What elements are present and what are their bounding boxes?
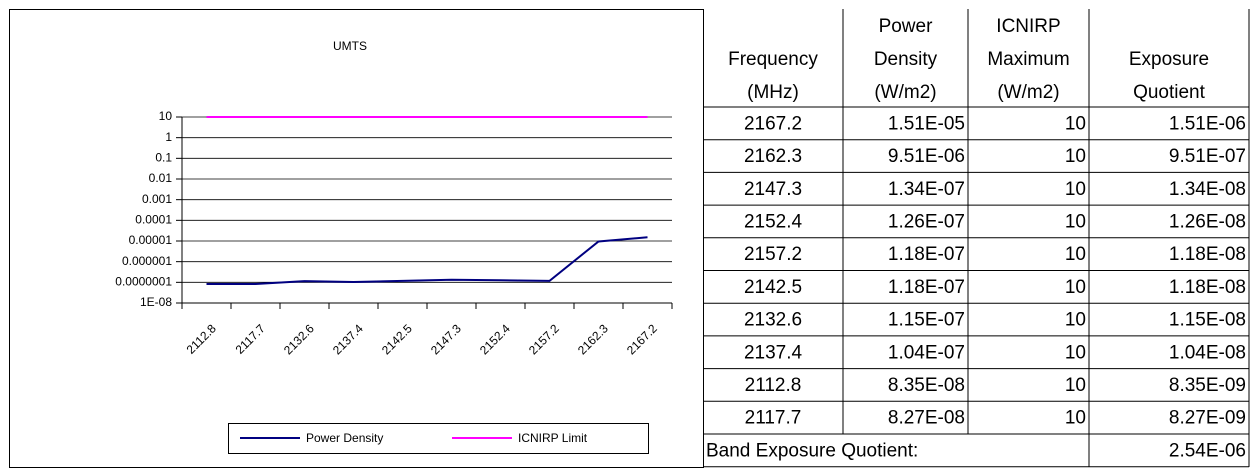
chart-frame: [9, 9, 704, 468]
header-cell: (MHz): [747, 82, 799, 103]
table-cell: 2142.5: [744, 277, 802, 298]
table-cell: 1.34E-08: [1169, 179, 1246, 200]
table-cell: 2162.3: [744, 146, 802, 167]
footer-label: Band Exposure Quotient:: [706, 440, 918, 461]
y-tick-label: 1: [165, 130, 172, 144]
header-cell: Density: [874, 49, 938, 70]
table-cell: 10: [1065, 244, 1086, 265]
table-cell: 2157.2: [744, 244, 802, 265]
table-cell: 9.51E-07: [1169, 146, 1246, 167]
header-cell: (W/m2): [874, 82, 936, 103]
table-cell: 10: [1065, 408, 1086, 429]
table-cell: 1.18E-07: [888, 244, 965, 265]
header-cell: (W/m2): [997, 82, 1059, 103]
data-line: [206, 236, 648, 286]
table-cell: 2167.2: [744, 113, 802, 134]
table-cell: 2117.7: [745, 408, 802, 429]
table-cell: 10: [1065, 277, 1086, 298]
table-cell: 2137.4: [744, 342, 803, 363]
table-cell: 1.18E-08: [1169, 244, 1246, 265]
y-tick-label: 0.1: [155, 151, 172, 165]
y-tick-label: 0.01: [149, 171, 173, 185]
y-tick-label: 0.000001: [122, 254, 172, 268]
table-cell: 1.26E-07: [888, 211, 965, 232]
y-tick-label: 0.00001: [129, 233, 173, 247]
table-cell: 2152.4: [744, 211, 803, 232]
table-cell: 2147.3: [744, 179, 802, 200]
header-cell: ICNIRP: [996, 16, 1060, 37]
table-cell: 10: [1065, 146, 1086, 167]
table-cell: 10: [1065, 310, 1086, 331]
table-cell: 10: [1065, 342, 1086, 363]
table-cell: 8.35E-08: [888, 375, 965, 396]
header-cell: Quotient: [1133, 82, 1206, 103]
y-tick-label: 0.0001: [135, 213, 172, 227]
table-cell: 1.04E-07: [888, 342, 965, 363]
table-cell: 1.51E-05: [888, 113, 965, 134]
y-tick-label: 0.0000001: [115, 275, 172, 289]
table-cell: 1.15E-08: [1169, 310, 1246, 331]
table-cell: 1.04E-08: [1169, 342, 1246, 363]
table-cell: 1.18E-07: [888, 277, 965, 298]
y-tick-label: 0.001: [142, 192, 172, 206]
header-cell: Frequency: [728, 49, 818, 70]
header-cell: Power: [879, 16, 934, 37]
table-cell: 10: [1065, 375, 1086, 396]
table-cell: 2132.6: [744, 310, 802, 331]
table-cell: 8.27E-09: [1169, 408, 1246, 429]
footer-value: 2.54E-06: [1169, 440, 1246, 461]
table-cell: 1.18E-08: [1169, 277, 1246, 298]
legend-label: ICNIRP Limit: [518, 431, 588, 445]
table-cell: 1.34E-07: [888, 179, 965, 200]
table-cell: 10: [1065, 113, 1086, 134]
header-cell: Exposure: [1129, 49, 1209, 70]
table-cell: 1.15E-07: [888, 310, 965, 331]
table-cell: 8.27E-08: [888, 408, 965, 429]
table-cell: 8.35E-09: [1169, 375, 1246, 396]
chart-title: UMTS: [333, 39, 367, 53]
y-tick-label: 10: [159, 109, 173, 123]
header-cell: Maximum: [987, 49, 1069, 70]
table-cell: 9.51E-06: [888, 146, 965, 167]
table-cell: 2112.8: [745, 375, 802, 396]
table-cell: 1.26E-08: [1169, 211, 1246, 232]
table-cell: 10: [1065, 211, 1086, 232]
y-tick-label: 1E-08: [140, 295, 172, 309]
table-cell: 1.51E-06: [1169, 113, 1246, 134]
table-cell: 10: [1065, 179, 1086, 200]
legend-label: Power Density: [306, 431, 383, 445]
